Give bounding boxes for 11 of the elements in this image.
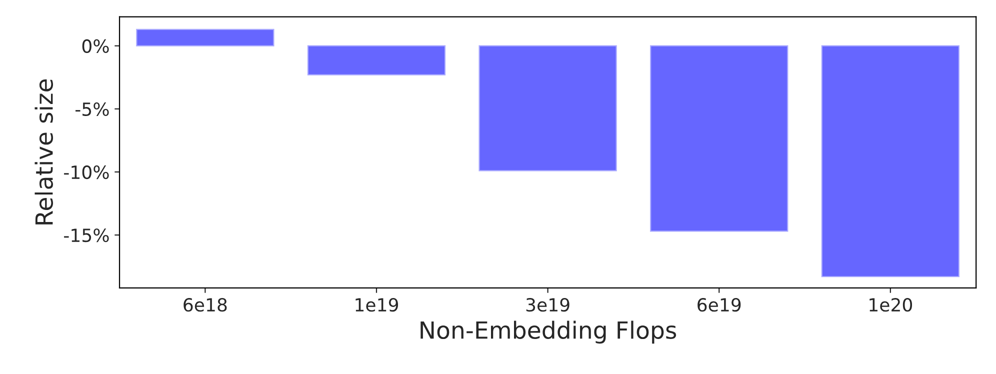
x-tick-label: 1e19: [356, 298, 398, 312]
x-tick-label: 1e20: [870, 298, 912, 312]
x-tick-label: 6e19: [698, 298, 741, 312]
y-axis-title: Relative size: [34, 79, 54, 224]
y-tick-label: -5%: [76, 102, 109, 116]
y-tick-label: -10%: [64, 165, 109, 180]
x-tick-label: 3e19: [526, 298, 570, 312]
y-tick-label: 0%: [82, 39, 109, 53]
x-tick-label: 6e18: [184, 298, 227, 312]
y-tick-label: -15%: [64, 228, 109, 242]
x-axis-title: Non-Embedding Flops: [420, 320, 676, 344]
